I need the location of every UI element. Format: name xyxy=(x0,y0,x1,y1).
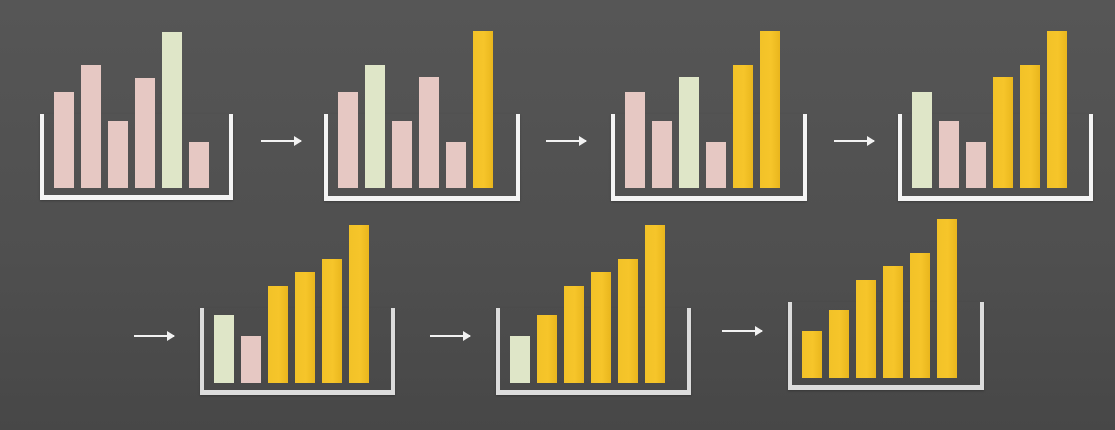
bar-current-max xyxy=(365,65,385,188)
step-container-5 xyxy=(200,308,395,395)
bar-sorted xyxy=(645,225,665,383)
bar-sorted xyxy=(537,315,557,383)
bar-sorted xyxy=(993,77,1013,188)
right-arrow-icon xyxy=(546,136,587,146)
bar-unsorted xyxy=(939,121,959,188)
bar-unsorted xyxy=(338,92,358,188)
bar-current-max xyxy=(679,77,699,188)
bar-sorted xyxy=(760,31,780,188)
bar-sorted xyxy=(1047,31,1067,188)
bar-unsorted xyxy=(625,92,645,188)
right-arrow-icon xyxy=(261,136,302,146)
bar-unsorted xyxy=(189,142,209,188)
step-container-4 xyxy=(898,114,1093,201)
bar-sorted xyxy=(295,272,315,383)
bar-unsorted xyxy=(54,92,74,188)
right-arrow-icon xyxy=(134,331,175,341)
bar-current-max xyxy=(912,92,932,188)
right-arrow-icon xyxy=(722,326,763,336)
step-container-3 xyxy=(611,114,807,201)
bar-current-max xyxy=(162,32,182,188)
bar-sorted xyxy=(268,286,288,383)
bar-sorted xyxy=(322,259,342,383)
bar-sorted xyxy=(591,272,611,383)
bar-unsorted xyxy=(419,77,439,188)
bar-unsorted xyxy=(108,121,128,188)
bar-sorted xyxy=(1020,65,1040,188)
bar-sorted xyxy=(910,253,930,378)
bar-sorted xyxy=(564,286,584,383)
bar-unsorted xyxy=(966,142,986,188)
step-container-1 xyxy=(40,114,233,200)
bar-sorted xyxy=(937,219,957,378)
bar-sorted xyxy=(618,259,638,383)
bar-unsorted xyxy=(392,121,412,188)
bar-sorted xyxy=(829,310,849,378)
bar-unsorted xyxy=(135,78,155,188)
step-container-2 xyxy=(324,114,520,201)
bar-sorted xyxy=(473,31,493,188)
bar-current-max xyxy=(510,336,530,383)
bar-unsorted xyxy=(706,142,726,188)
bar-sorted xyxy=(856,280,876,378)
right-arrow-icon xyxy=(430,331,471,341)
bar-unsorted xyxy=(446,142,466,188)
step-container-6 xyxy=(496,308,691,395)
bar-unsorted xyxy=(81,65,101,188)
bar-current-max xyxy=(214,315,234,383)
right-arrow-icon xyxy=(834,136,875,146)
step-container-7 xyxy=(788,302,984,390)
bar-unsorted xyxy=(241,336,261,383)
bar-sorted xyxy=(733,65,753,188)
bar-sorted xyxy=(883,266,903,378)
bar-sorted xyxy=(802,331,822,378)
bar-unsorted xyxy=(652,121,672,188)
bar-sorted xyxy=(349,225,369,383)
